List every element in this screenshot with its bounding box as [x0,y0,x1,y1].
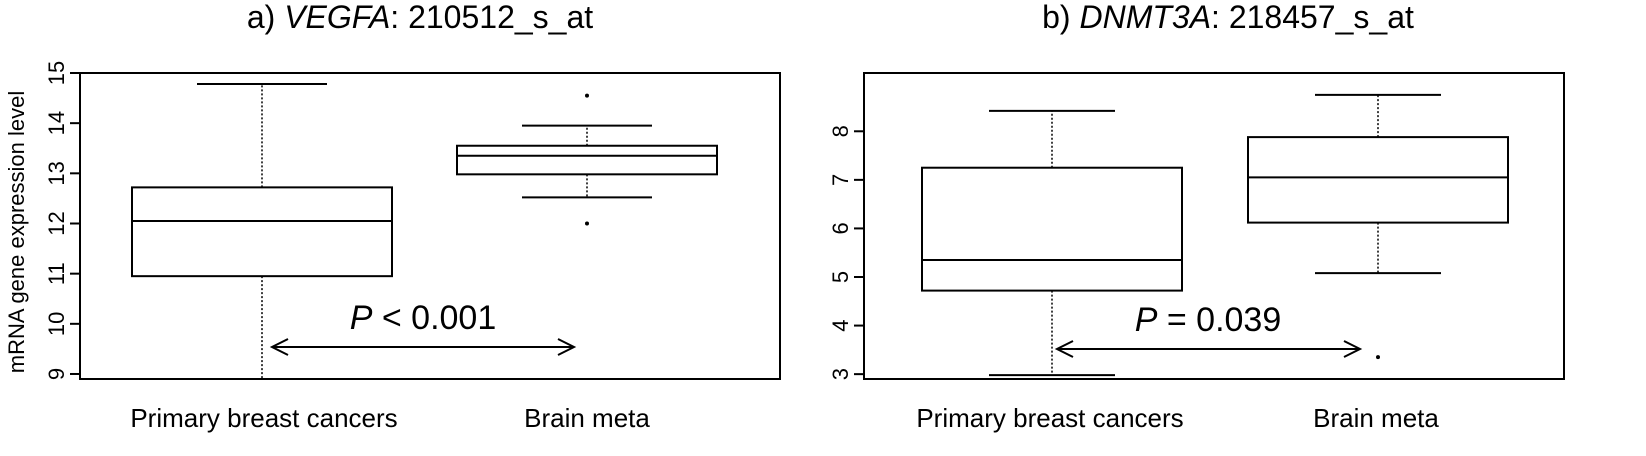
panel-a: a) VEGFA: 210512_s_at 9 10 11 12 13 14 15 Prim… [44,0,781,433]
iqr-box [1247,136,1509,224]
panel-b-y-tick-label: 7 [828,174,853,186]
panel-b-title: b) DNMT3A: 218457_s_at [1042,0,1414,35]
panel-b-xlabel-brain: Brain meta [1313,403,1439,433]
panel-a-title: a) VEGFA: 210512_s_at [247,0,593,35]
panel-b-plot-frame [863,72,1565,380]
panel-b-pvalue: P = 0.039 [1135,301,1282,339]
panel-b-y-tick-label: 8 [828,125,853,137]
panel-a-comparison-arrow [269,338,577,356]
panel-a-y-tick-label: 14 [44,111,69,135]
panel-a-xlabel-primary: Primary breast cancers [130,403,397,433]
panel-a-y-tick-label: 12 [44,211,69,235]
panel-b-y-tick-label: 4 [828,319,853,331]
panel-a-boxes [131,83,718,380]
panel-b-xlabel-primary: Primary breast cancers [916,403,1183,433]
panel-a-y-tick-label: 10 [44,312,69,336]
panel-a-y-tick-label: 9 [44,368,69,380]
panel-a-y-tick-label: 15 [44,61,69,85]
panel-a-y-axis: 9 10 11 12 13 14 15 [44,61,80,380]
panel-b-box-brain [1247,93,1509,360]
outlier-point [585,221,589,226]
panel-b-comparison-arrow [1054,340,1363,358]
panel-b-y-tick-label: 6 [828,222,853,234]
panel-b-y-tick-label: 5 [828,271,853,283]
panel-a-xlabel-brain: Brain meta [524,403,650,433]
panel-b-y-axis: 3 4 5 6 7 8 [828,125,864,380]
panel-a-pvalue: P < 0.001 [350,299,497,337]
panel-a-box-brain [456,93,718,226]
panel-b: b) DNMT3A: 218457_s_at 3 4 5 6 7 8 Primary br… [828,0,1565,433]
y-axis-label: mRNA gene expression level [4,91,29,373]
outlier-point [1376,355,1380,360]
panel-a-y-tick-label: 13 [44,161,69,185]
iqr-box [921,166,1183,292]
panel-a-plot-frame [79,72,781,380]
panel-a-box-primary [131,83,393,380]
iqr-box [456,144,718,176]
panel-b-boxes [921,93,1509,377]
outlier-point [585,93,589,98]
iqr-box [131,186,393,278]
panel-a-y-tick-label: 11 [44,262,69,285]
panel-b-box-primary [921,109,1183,377]
panel-b-y-tick-label: 3 [828,368,853,380]
